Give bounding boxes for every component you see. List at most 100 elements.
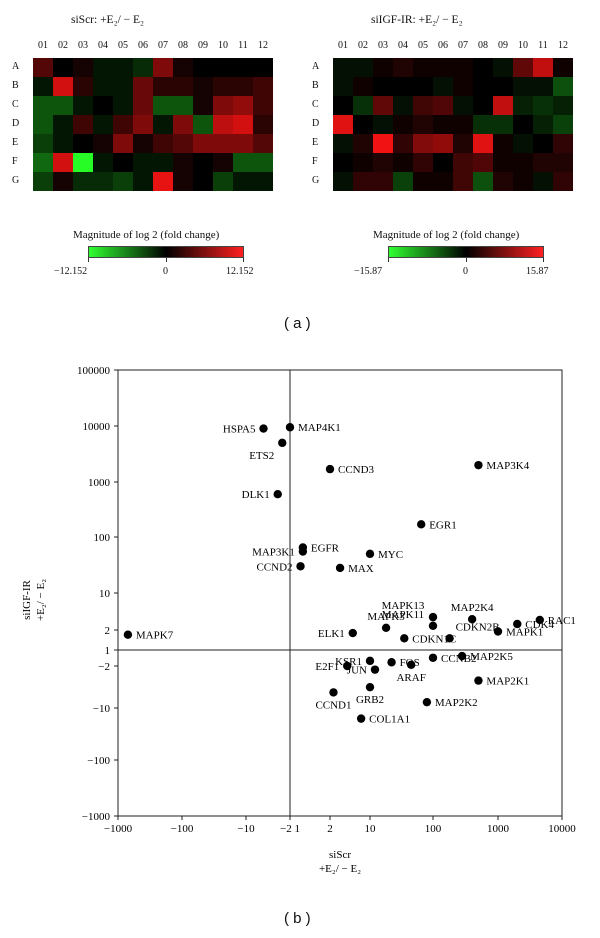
- heatmap-cell: [193, 134, 213, 153]
- data-point-label: ARAF: [396, 672, 425, 684]
- x-tick-label: 10: [365, 823, 377, 835]
- data-point-label: CDKN1C: [412, 633, 456, 645]
- heatmap-cell: [33, 115, 53, 134]
- heatmap-cell: [113, 58, 133, 77]
- data-point: [445, 634, 454, 643]
- y-tick-label: 100: [94, 532, 111, 544]
- heatmap-cell: [173, 153, 193, 172]
- data-point: [348, 628, 357, 638]
- data-point: [474, 676, 483, 685]
- heatmap-cell: [533, 134, 553, 153]
- colorbar-tick-mark: [243, 258, 244, 262]
- heatmap-cell: [153, 134, 173, 153]
- heatmap-cell: [33, 96, 53, 115]
- column-label: 08: [178, 40, 188, 51]
- data-point-label: MAP3K1: [252, 547, 295, 559]
- column-label: 06: [138, 40, 148, 51]
- heatmap-cell: [333, 58, 353, 77]
- heatmap-cell: [513, 115, 533, 134]
- heatmap-cell: [93, 115, 113, 134]
- data-point-label: ETS2: [249, 450, 274, 462]
- data-point: [329, 688, 338, 697]
- heatmap-cell: [233, 96, 253, 115]
- row-label: F: [12, 156, 18, 167]
- y-tick-label: 10000: [83, 421, 111, 433]
- heatmap-cell: [113, 115, 133, 134]
- heatmap-cell: [373, 58, 393, 77]
- heatmap-cell: [73, 153, 93, 172]
- heatmap-cell: [413, 134, 433, 153]
- heatmap-cell: [513, 96, 533, 115]
- heatmap-cell: [533, 96, 553, 115]
- data-point: [406, 660, 416, 670]
- column-label: 03: [378, 40, 388, 51]
- heatmap-cell: [113, 172, 133, 191]
- column-label: 07: [158, 40, 168, 51]
- heatmap-cell: [553, 58, 573, 77]
- row-label: D: [312, 118, 320, 129]
- heatmap-cell: [473, 115, 493, 134]
- heatmap-cell: [433, 115, 453, 134]
- heatmap-cell: [153, 172, 173, 191]
- heatmap-cell: [233, 77, 253, 96]
- data-point-label: MAP3K4: [486, 460, 529, 472]
- heatmap-cell: [333, 134, 353, 153]
- row-label: E: [12, 137, 19, 148]
- heatmap-cell: [373, 77, 393, 96]
- data-point-label: CDKN2B: [456, 621, 500, 633]
- heatmap-cell: [113, 77, 133, 96]
- colorbar-tick-mark: [166, 258, 167, 262]
- heatmap-cell: [553, 77, 573, 96]
- column-label: 11: [538, 40, 548, 51]
- heatmap-cell: [193, 153, 213, 172]
- heatmap-cell: [193, 96, 213, 115]
- heatmap-cell: [53, 153, 73, 172]
- data-point: [123, 630, 133, 639]
- heatmap-cell: [73, 58, 93, 77]
- heatmap-cell: [513, 77, 533, 96]
- data-point-label: CCND2: [256, 561, 292, 573]
- heatmap-cell: [513, 134, 533, 153]
- heatmap-cell: [413, 172, 433, 191]
- heatmap-cell: [393, 77, 413, 96]
- data-point: [428, 621, 438, 631]
- colorbar-tick-mark: [88, 258, 89, 262]
- y-tick-label: 1: [105, 645, 111, 657]
- heatmap-cell: [213, 58, 233, 77]
- heatmap-cell: [433, 77, 453, 96]
- data-point: [457, 651, 467, 661]
- data-point-label: CCND3: [338, 464, 375, 476]
- heatmap-cell: [113, 96, 133, 115]
- column-label: 02: [358, 40, 368, 51]
- heatmap-cell: [493, 96, 513, 115]
- data-point: [535, 615, 545, 625]
- heatmap-cell: [93, 153, 113, 172]
- heatmap-cell: [333, 115, 353, 134]
- data-point: [474, 460, 483, 470]
- scatter-plot: −1000 −100 −10 −2 1 2 10 100 1000 10000 100000 100…: [21, 365, 576, 875]
- column-label: 08: [478, 40, 488, 51]
- heatmap-cell: [213, 134, 233, 153]
- heatmap-cell: [493, 77, 513, 96]
- x-tick-label: 2: [327, 823, 333, 835]
- data-point-label: MAP2K4: [451, 602, 494, 614]
- y-axis-label: +E₂/ − E₂: [35, 579, 47, 621]
- heatmap-cell: [253, 115, 273, 134]
- data-point: [365, 682, 375, 692]
- data-point-label: MYC: [378, 549, 403, 561]
- heatmap-cell: [493, 58, 513, 77]
- heatmap-cell: [333, 172, 353, 191]
- data-point: [356, 714, 366, 723]
- data-point: [428, 653, 438, 662]
- heatmap-cell: [233, 134, 253, 153]
- heatmap-cell: [153, 77, 173, 96]
- heatmap-cell: [353, 115, 373, 134]
- column-label: 09: [198, 40, 208, 51]
- row-label: B: [312, 80, 319, 91]
- data-point: [387, 658, 396, 667]
- column-label: 06: [438, 40, 448, 51]
- heatmap-cell: [53, 58, 73, 77]
- heatmap-cell: [513, 58, 533, 77]
- colorbar-tick-mark: [388, 258, 389, 262]
- heatmap-cell: [353, 77, 373, 96]
